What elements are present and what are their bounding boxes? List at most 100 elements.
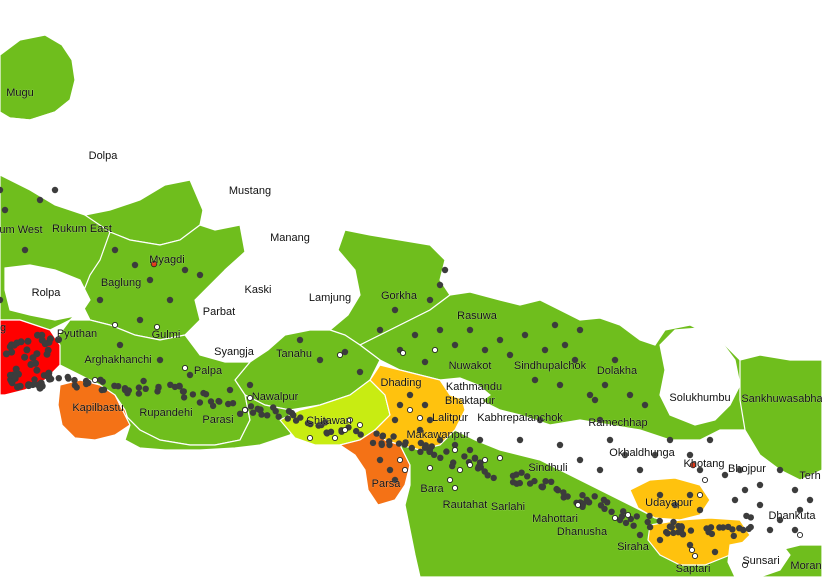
incident-point bbox=[696, 466, 704, 474]
incident-point bbox=[576, 456, 584, 464]
incident-point bbox=[256, 406, 263, 414]
incident-point bbox=[33, 366, 41, 374]
district-kapilbastu bbox=[57, 379, 131, 441]
incident-point bbox=[196, 399, 204, 406]
incident-point bbox=[395, 440, 403, 447]
label-nuwakot: Nuwakot bbox=[449, 360, 492, 372]
incident-point bbox=[140, 377, 147, 385]
label-chitawan: Chitawan bbox=[306, 415, 352, 427]
incident-point bbox=[791, 486, 799, 494]
incident-point bbox=[670, 529, 677, 537]
incident-point bbox=[428, 443, 435, 450]
incident-point bbox=[430, 451, 438, 458]
incident-point bbox=[51, 186, 59, 194]
incident-point bbox=[417, 448, 424, 455]
incident-point bbox=[541, 346, 549, 354]
incident-point bbox=[622, 519, 630, 527]
incident-point bbox=[2, 350, 10, 358]
incident-point-white bbox=[246, 394, 254, 402]
label-mugu: Mugu bbox=[6, 87, 34, 99]
incident-point bbox=[180, 388, 187, 395]
incident-point-white bbox=[111, 321, 119, 329]
incident-point-white bbox=[688, 546, 696, 554]
incident-point bbox=[421, 444, 429, 451]
incident-point bbox=[21, 353, 29, 361]
incident-point bbox=[731, 496, 739, 504]
incident-point bbox=[604, 499, 611, 506]
incident-point bbox=[553, 485, 560, 493]
incident-point bbox=[180, 394, 188, 401]
incident-point bbox=[116, 341, 124, 349]
incident-point bbox=[708, 530, 716, 538]
incident-point bbox=[135, 390, 143, 397]
incident-point-white bbox=[741, 561, 749, 569]
incident-point bbox=[21, 246, 29, 254]
label-makawanpur: Makawanpur bbox=[407, 429, 470, 441]
incident-point bbox=[730, 532, 737, 540]
incident-point bbox=[666, 523, 674, 530]
incident-point bbox=[411, 331, 419, 339]
label-lalitpur: Lalitpur bbox=[432, 412, 468, 424]
incident-point bbox=[135, 384, 143, 391]
label-tanahu: Tanahu bbox=[276, 348, 312, 360]
incident-point bbox=[131, 261, 139, 269]
incident-point bbox=[36, 196, 44, 204]
incident-point-white bbox=[456, 466, 464, 474]
incident-point bbox=[725, 523, 732, 531]
incident-point bbox=[296, 336, 304, 344]
district-mugu bbox=[0, 34, 76, 121]
incident-point bbox=[98, 386, 106, 394]
incident-point bbox=[576, 326, 584, 334]
incident-point bbox=[71, 382, 79, 389]
incident-point bbox=[556, 441, 564, 449]
incident-point bbox=[436, 281, 444, 289]
incident-point bbox=[1, 206, 9, 214]
incident-point bbox=[391, 306, 399, 314]
label-nawalpur: Nawalpur bbox=[252, 391, 299, 403]
label-lamjung: Lamjung bbox=[309, 292, 351, 304]
incident-point bbox=[0, 186, 4, 194]
label-rolpa: Rolpa bbox=[32, 287, 62, 299]
incident-point bbox=[538, 483, 545, 490]
incident-point bbox=[741, 486, 749, 494]
incident-point bbox=[341, 348, 349, 356]
district-rolpa bbox=[4, 264, 91, 321]
incident-point bbox=[226, 386, 234, 394]
incident-point bbox=[215, 397, 222, 405]
label-dolpa: Dolpa bbox=[89, 150, 119, 162]
incident-point bbox=[516, 479, 523, 487]
incident-point bbox=[166, 296, 174, 304]
incident-point bbox=[378, 441, 385, 449]
incident-point bbox=[449, 462, 456, 470]
incident-point bbox=[509, 479, 517, 486]
incident-point bbox=[616, 516, 624, 524]
incident-point-red bbox=[689, 461, 697, 469]
incident-point-white bbox=[331, 434, 339, 442]
incident-point bbox=[55, 375, 62, 382]
incident-point-white bbox=[696, 491, 704, 499]
incident-point bbox=[756, 481, 764, 489]
incident-point-white bbox=[481, 456, 489, 464]
label-parbat: Parbat bbox=[203, 306, 235, 318]
label-dhanusha: Dhanusha bbox=[557, 526, 608, 538]
incident-point bbox=[443, 448, 450, 455]
incident-point bbox=[687, 527, 695, 534]
incident-point bbox=[25, 382, 33, 390]
incident-point bbox=[621, 451, 629, 459]
incident-point bbox=[766, 526, 774, 534]
incident-point bbox=[441, 266, 449, 274]
incident-point bbox=[596, 416, 604, 424]
incident-point bbox=[38, 382, 46, 390]
incident-point bbox=[16, 382, 24, 390]
incident-point bbox=[11, 373, 19, 380]
incident-point bbox=[696, 506, 704, 514]
incident-point-white bbox=[336, 351, 344, 359]
district-udayapur bbox=[629, 477, 711, 521]
incident-point-white bbox=[496, 454, 504, 462]
incident-point bbox=[516, 436, 524, 444]
incident-point bbox=[225, 400, 232, 408]
incident-point bbox=[202, 391, 210, 398]
incident-point bbox=[176, 382, 183, 389]
incident-point bbox=[796, 506, 804, 514]
incident-point bbox=[686, 451, 694, 459]
